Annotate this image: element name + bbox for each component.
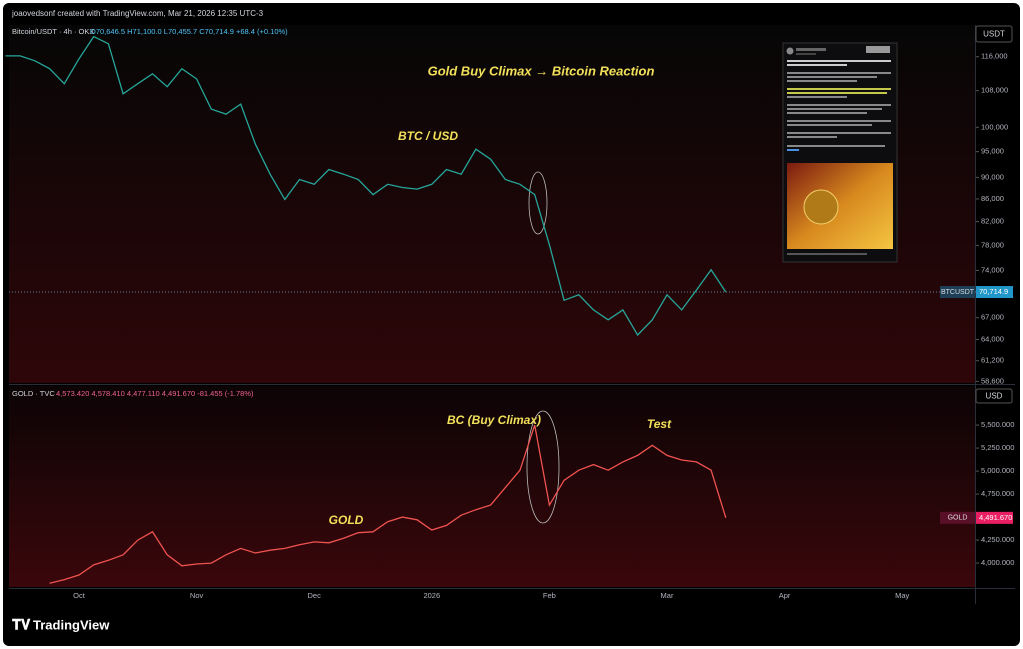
y-tick-label: 86,000 bbox=[981, 194, 1004, 203]
y-tick-label: 5,250.000 bbox=[981, 443, 1014, 452]
legend-symbol: GOLD · TVC bbox=[12, 389, 55, 398]
price-tag bbox=[976, 511, 1013, 524]
gold-pane bbox=[9, 386, 975, 587]
y-tick-label: 4,750.000 bbox=[981, 489, 1014, 498]
y-tick-label: 95,000 bbox=[981, 147, 1004, 156]
annotation: BTC / USD bbox=[398, 129, 458, 143]
x-tick-label: Nov bbox=[190, 591, 204, 600]
price-tag-label: 4,491.670 bbox=[979, 513, 1012, 522]
legend-ohlc: 4,573.420 4,578.410 4,477.110 4,491.670 … bbox=[56, 389, 254, 398]
axis-unit: USDT bbox=[983, 30, 1005, 39]
highlight-ellipse bbox=[528, 171, 548, 235]
y-tick-label: 4,250.000 bbox=[981, 535, 1014, 544]
y-tick-label: 90,000 bbox=[981, 172, 1004, 181]
price-tag-symbol bbox=[940, 511, 975, 524]
legend-symbol: Bitcoin/USDT · 4h · OKX bbox=[12, 27, 94, 36]
y-tick-label: 74,000 bbox=[981, 265, 1004, 274]
x-tick-label: May bbox=[895, 591, 909, 600]
price-tag-symbol-text: GOLD bbox=[948, 515, 968, 522]
footer: 𝐓𝐕 TradingView bbox=[12, 617, 110, 633]
x-tick-label: Oct bbox=[73, 591, 86, 600]
unit-box bbox=[975, 25, 1013, 43]
y-tick-label: 82,000 bbox=[981, 217, 1004, 226]
y-tick-label: 61,200 bbox=[981, 356, 1004, 365]
y-tick-label: 5,500.000 bbox=[981, 420, 1014, 429]
x-tick-label: Feb bbox=[543, 591, 556, 600]
tweet-image bbox=[782, 42, 898, 263]
y-tick-label: 116,000 bbox=[981, 52, 1008, 61]
x-tick-label: 2026 bbox=[423, 591, 440, 600]
price-tag-symbol-text: BTCUSDT bbox=[941, 289, 975, 296]
price-line bbox=[5, 35, 727, 337]
annotation: Test bbox=[647, 417, 672, 431]
price-line bbox=[49, 424, 727, 584]
y-tick-label: 67,000 bbox=[981, 313, 1004, 322]
brand: TradingView bbox=[33, 617, 110, 632]
logo: 𝐓𝐕 bbox=[12, 617, 31, 633]
annotation: BC (Buy Climax) bbox=[447, 413, 541, 427]
x-tick-label: Mar bbox=[661, 591, 674, 600]
y-tick-label: 4,000.000 bbox=[981, 558, 1014, 567]
price-tag-symbol bbox=[940, 286, 975, 299]
unit-box bbox=[975, 388, 1013, 404]
price-tag bbox=[976, 286, 1013, 299]
y-tick-label: 78,000 bbox=[981, 240, 1004, 249]
x-tick-label: Apr bbox=[779, 591, 791, 600]
axis-unit: USD bbox=[986, 392, 1003, 401]
y-tick-label: 108,000 bbox=[981, 86, 1008, 95]
credit: joaovedsonf created with TradingView.com… bbox=[11, 9, 264, 18]
x-tick-label: Dec bbox=[308, 591, 322, 600]
price-tag-label: 70,714.9 bbox=[979, 287, 1008, 296]
annotation: GOLD bbox=[329, 513, 364, 527]
y-tick-label: 64,000 bbox=[981, 334, 1004, 343]
legend-ohlc: O70,646.5 H71,100.0 L70,455.7 C70,714.9 … bbox=[90, 27, 288, 36]
y-tick-label: 58,600 bbox=[981, 376, 1004, 385]
chart-title: Gold Buy Climax → Bitcoin Reaction bbox=[428, 63, 655, 78]
highlight-ellipse bbox=[526, 410, 560, 524]
y-tick-label: 5,000.000 bbox=[981, 466, 1014, 475]
y-tick-label: 100,000 bbox=[981, 122, 1008, 131]
